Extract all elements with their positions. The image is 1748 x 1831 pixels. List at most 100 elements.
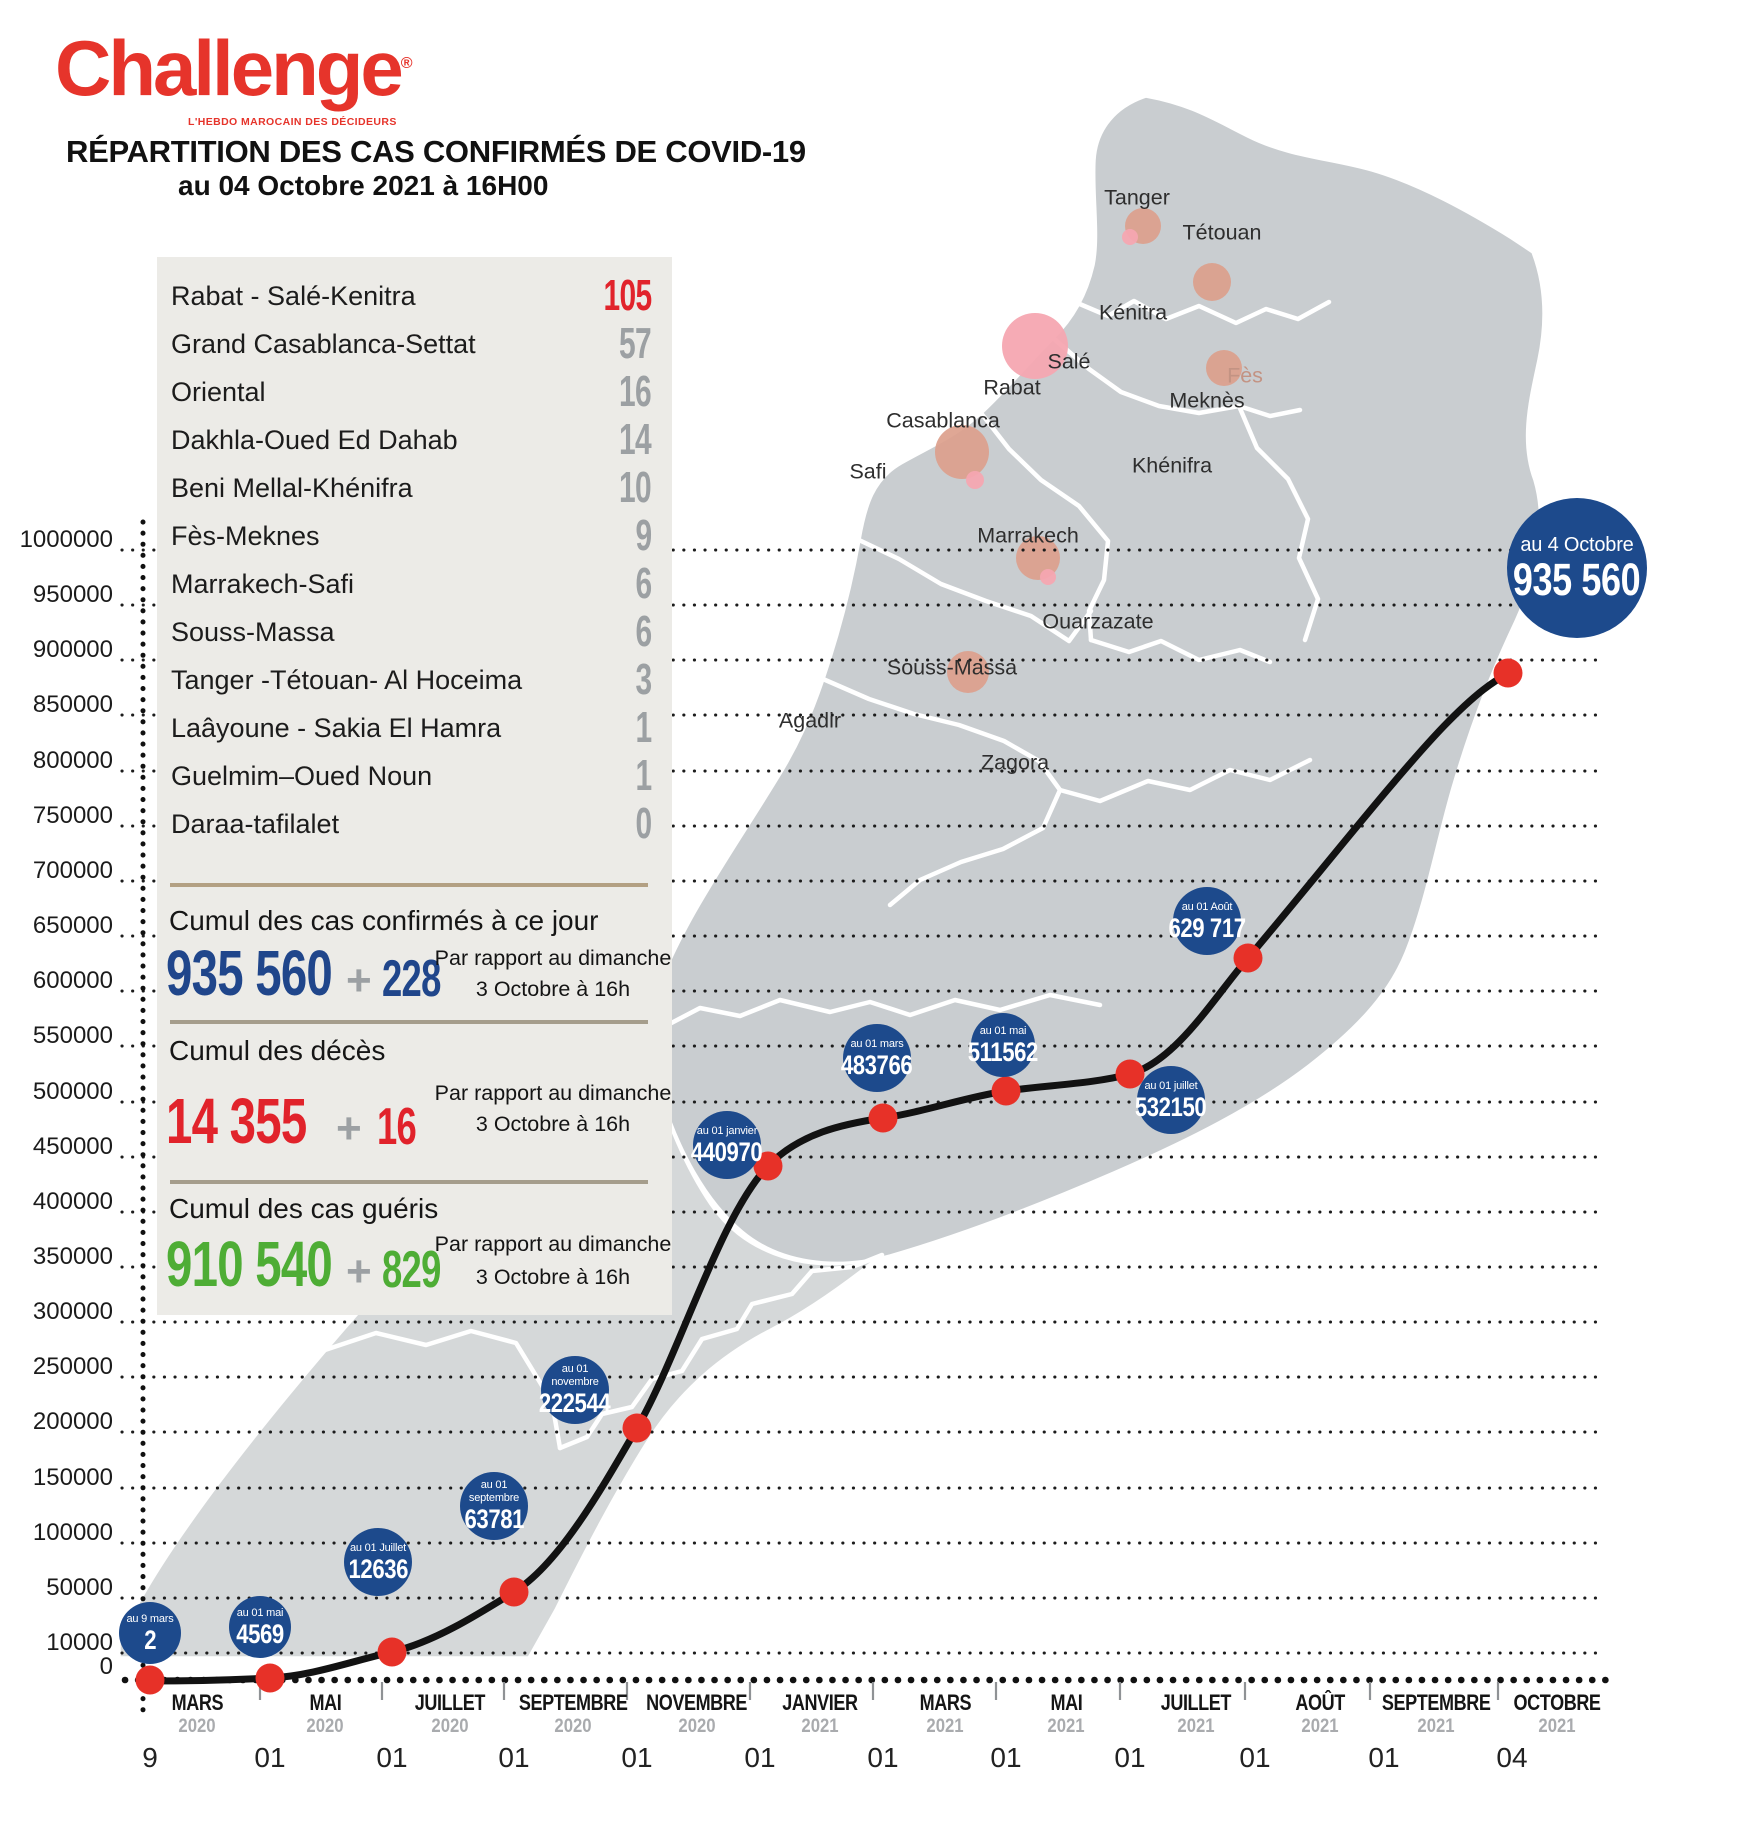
data-point-dot <box>499 1577 529 1607</box>
x-tick-label: 01 <box>1368 1742 1400 1773</box>
x-month-label: MAI 2021 <box>1047 1690 1085 1737</box>
plus-sign: + <box>336 1104 362 1153</box>
city-label-safi: Safi <box>849 459 887 484</box>
city-label-mekn-s: Meknès <box>1169 388 1245 413</box>
callout-au-01-juillet: au 01 Juillet 12636 <box>344 1528 412 1596</box>
gridlines <box>120 548 1599 1655</box>
y-axis-label: 550000 <box>32 1022 113 1049</box>
stat-confirmed-delta: 228 <box>382 950 441 1008</box>
y-axis-label: 850000 <box>32 691 113 718</box>
data-point-dot <box>135 1665 165 1695</box>
y-axis-label: 450000 <box>32 1133 113 1160</box>
callout-au-01-janvier: au 01 janvier 440970 <box>691 1111 763 1179</box>
y-axis-label: 0 <box>99 1653 113 1680</box>
city-label-ouarzazate: Ouarzazate <box>1042 609 1154 634</box>
y-axis-label: 1000000 <box>19 526 113 553</box>
y-axis-label: 700000 <box>32 857 113 884</box>
x-month-label: SEPTEMBRE 2021 <box>1381 1690 1491 1737</box>
city-label-kh-nifra: Khénifra <box>1131 453 1213 478</box>
bubble-fes <box>1206 350 1242 386</box>
plus-sign: + <box>346 956 372 1005</box>
x-tick-label: 01 <box>254 1742 286 1773</box>
bubble-souss-massa <box>947 651 989 693</box>
stat-deaths-label: Cumul des décès <box>169 1035 386 1066</box>
x-month-label: MAI 2020 <box>306 1690 344 1737</box>
bubble-tetouan <box>1193 263 1231 301</box>
x-tick-label: 01 <box>990 1742 1022 1773</box>
region-row-value: 105 <box>603 271 652 320</box>
region-row-value: 9 <box>635 511 652 560</box>
plus-sign: + <box>346 1247 372 1296</box>
stat-recovered-label: Cumul des cas guéris <box>169 1193 439 1224</box>
y-axis-label: 50000 <box>46 1574 113 1601</box>
city-label-zagora: Zagora <box>980 750 1050 775</box>
city-label-t-touan: Tétouan <box>1182 220 1262 245</box>
y-axis-label: 100000 <box>32 1519 113 1546</box>
region-row-name: Oriental <box>171 377 266 407</box>
region-row-name: Fès-Meknes <box>171 521 320 551</box>
bubble-casablanca <box>935 425 989 479</box>
stat-recovered-delta: 829 <box>382 1241 441 1299</box>
x-month-label: JUILLET 2021 <box>1160 1690 1232 1737</box>
region-row-name: Marrakech-Safi <box>171 569 355 599</box>
region-row-value: 0 <box>635 799 652 848</box>
map-case-bubbles-pink <box>966 229 1138 585</box>
region-row-value: 1 <box>635 703 652 752</box>
axes <box>121 519 1613 1715</box>
city-label-marrakech: Marrakech <box>977 523 1079 548</box>
region-row-name: Dakhla-Oued Ed Dahab <box>171 425 458 455</box>
divider <box>170 1180 648 1184</box>
bubble-marrakech <box>1016 536 1060 580</box>
x-month-label: JUILLET 2020 <box>414 1690 486 1737</box>
x-month-label: JANVIER 2021 <box>782 1690 858 1737</box>
y-axis-label: 400000 <box>32 1188 113 1215</box>
brand-tagline: L'HEBDO MAROCAIN DES DÉCIDEURS <box>188 116 397 128</box>
x-tick-label: 01 <box>621 1742 653 1773</box>
y-axis-label: 600000 <box>32 967 113 994</box>
y-axis-label: 800000 <box>32 747 113 774</box>
region-row-value: 1 <box>635 751 652 800</box>
x-tick-label: 01 <box>744 1742 776 1773</box>
stat-deaths-value: 14 355 <box>166 1085 307 1157</box>
x-tick-label: 9 <box>142 1742 158 1773</box>
city-label-tanger: Tanger <box>1104 185 1170 210</box>
city-label-agadir: Agadir <box>778 708 842 733</box>
callout-au-4-octobre: au 4 Octobre 935 560 <box>1507 498 1647 638</box>
data-point-dot <box>991 1076 1021 1106</box>
stat-confirmed-label: Cumul des cas confirmés à ce jour <box>169 905 599 936</box>
callout-au-01-mai: au 01 mai 4569 <box>229 1596 291 1658</box>
region-row-value: 3 <box>635 655 652 704</box>
data-point-dot <box>753 1151 783 1181</box>
divider <box>170 883 648 887</box>
data-points <box>135 658 1523 1695</box>
data-point-dot <box>255 1663 285 1693</box>
callout-au-01-ao-t: au 01 Août 629 717 <box>1168 887 1246 955</box>
x-month-label: MARS 2021 <box>919 1690 971 1737</box>
region-row-value: 10 <box>619 463 652 512</box>
y-axis-label: 200000 <box>32 1408 113 1435</box>
stat-recovered-value: 910 540 <box>166 1228 333 1300</box>
x-month-label: MARS 2020 <box>171 1690 223 1737</box>
region-row-name: Daraa-tafilalet <box>171 809 340 839</box>
y-axis-label: 150000 <box>32 1464 113 1491</box>
city-label-k-nitra: Kénitra <box>1098 300 1168 325</box>
bubble-rabat-sale <box>1002 313 1068 379</box>
region-row-value: 6 <box>635 607 652 656</box>
data-point-dot <box>1115 1059 1145 1089</box>
x-tick-label: 01 <box>867 1742 899 1773</box>
x-tick-label: 01 <box>498 1742 530 1773</box>
stat-confirmed-value: 935 560 <box>166 937 333 1009</box>
city-label-rabat: Rabat <box>983 375 1041 400</box>
y-axis-label: 500000 <box>32 1078 113 1105</box>
map-shape-main <box>644 94 1546 1266</box>
morocco-map <box>116 94 1546 1660</box>
summary-panel: Rabat - Salé-Kenitra 105 Grand Casablanca-… <box>157 257 672 1315</box>
region-row-value: 57 <box>619 319 652 368</box>
x-month-label: SEPTEMBRE 2020 <box>518 1690 628 1737</box>
x-month-label: OCTOBRE 2021 <box>1513 1690 1601 1737</box>
y-axis-label: 900000 <box>32 636 113 663</box>
region-row-value: 6 <box>635 559 652 608</box>
region-row-name: Souss-Massa <box>171 617 335 647</box>
